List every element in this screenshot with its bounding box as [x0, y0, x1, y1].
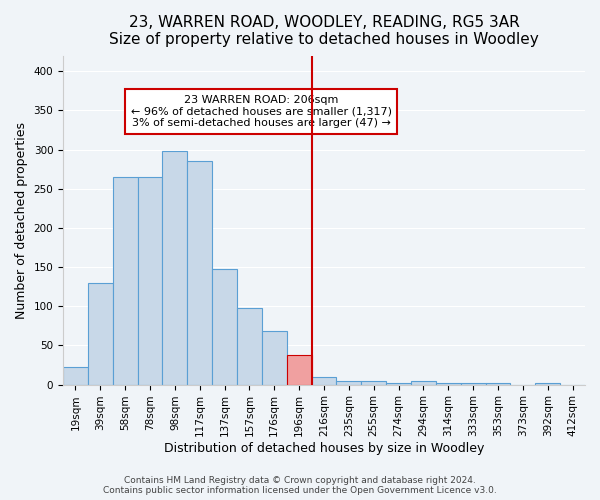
Bar	[337, 380, 361, 384]
Bar	[485, 383, 511, 384]
Text: 23 WARREN ROAD: 206sqm
← 96% of detached houses are smaller (1,317)
3% of semi-d: 23 WARREN ROAD: 206sqm ← 96% of detached…	[131, 95, 392, 128]
Bar	[137, 177, 163, 384]
Bar	[361, 380, 386, 384]
Bar	[535, 383, 560, 384]
Bar	[113, 177, 137, 384]
Bar	[163, 151, 187, 384]
Bar	[63, 368, 88, 384]
Bar	[461, 383, 485, 384]
Text: Contains HM Land Registry data © Crown copyright and database right 2024.
Contai: Contains HM Land Registry data © Crown c…	[103, 476, 497, 495]
Bar	[88, 282, 113, 384]
Bar	[311, 377, 337, 384]
X-axis label: Distribution of detached houses by size in Woodley: Distribution of detached houses by size …	[164, 442, 484, 455]
Y-axis label: Number of detached properties: Number of detached properties	[15, 122, 28, 318]
Bar	[237, 308, 262, 384]
Bar	[187, 162, 212, 384]
Bar	[262, 330, 287, 384]
Bar	[436, 383, 461, 384]
Bar	[386, 383, 411, 384]
Title: 23, WARREN ROAD, WOODLEY, READING, RG5 3AR
Size of property relative to detached: 23, WARREN ROAD, WOODLEY, READING, RG5 3…	[109, 15, 539, 48]
Bar	[287, 355, 311, 384]
Bar	[411, 380, 436, 384]
Bar	[212, 270, 237, 384]
